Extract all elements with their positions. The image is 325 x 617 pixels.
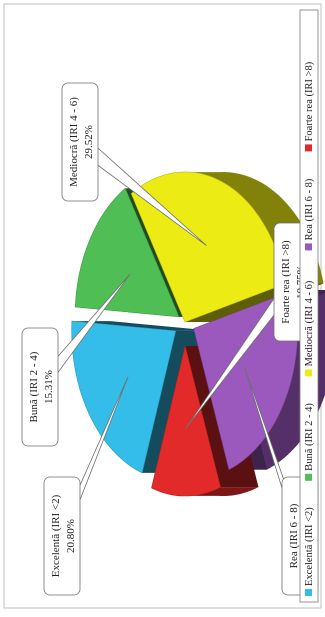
data-label-value-excelenta-iri-2: 20.80% [65,519,77,553]
chart-rotated-group: Excelentă (IRI <2) 20.80%Bună (IRI 2 - 4)… [3,3,325,609]
callout-box-buna-iri-2-4 [21,327,59,447]
data-label-name-buna-iri-2-4: Bună (IRI 2 - 4) [28,351,40,422]
slice-buna-iri-2-4 [74,187,180,318]
data-label-value-mediocra-iri-4-6: 29.52% [83,125,95,159]
data-label-name-rea-iri-6-8: Rea (IRI 6 - 8) [288,503,300,568]
legend-label-excelenta-iri-2: Excelentă (IRI <2) [304,507,315,586]
data-label-value-buna-iri-2-4: 15.31% [43,370,55,404]
data-label-name-foarte-rea-iri-8: Foarte rea (IRI >8) [280,240,292,324]
legend-box [299,9,319,603]
legend-label-rea-iri-6-8: Rea (IRI 6 - 8) [304,178,315,240]
legend-swatch-buna-iri-2-4 [305,473,312,481]
legend-label-buna-iri-2-4: Bună (IRI 2 - 4) [304,403,315,471]
callout-box-mediocra-iri-4-6 [61,82,99,202]
slice-edge-excelenta-iri-2-1 [71,321,214,331]
legend-swatch-foarte-rea-iri-8 [305,144,312,152]
slice-wall-foarte-rea-iri-8 [180,487,259,496]
callout-box-excelenta-iri-2 [43,476,81,596]
slice-foarte-rea-iri-8 [151,345,221,497]
legend-swatch-excelenta-iri-2 [305,589,312,596]
legend: Excelentă (IRI <2) Bună (IRI 2 - 4) Medioc… [299,9,319,603]
legend-swatch-rea-iri-6-8 [305,243,312,251]
legend-label-mediocra-iri-4-6: Mediocră (IRI 4 - 6) [304,280,315,366]
data-label-name-mediocra-iri-4-6: Mediocră (IRI 4 - 6) [68,97,80,187]
legend-label-foarte-rea-iri-8: Foarte rea (IRI >8) [304,61,315,141]
data-label-name-excelenta-iri-2: Excelentă (IRI <2) [50,494,62,577]
legend-swatch-mediocra-iri-4-6 [305,369,312,377]
